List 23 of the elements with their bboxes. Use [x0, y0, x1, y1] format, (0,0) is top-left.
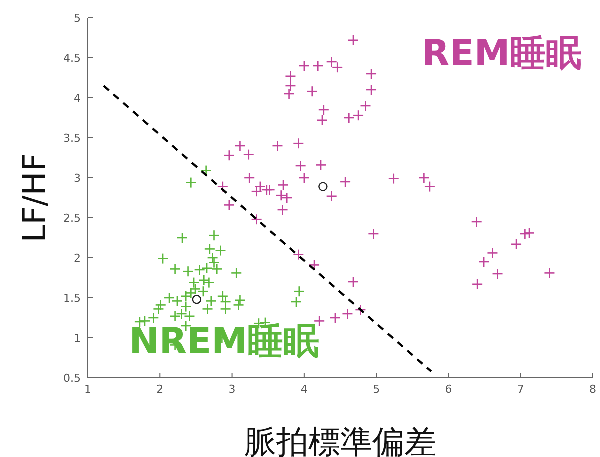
series-label: NREM睡眠 — [129, 320, 320, 364]
y-tick-label: 4.5 — [64, 52, 81, 65]
y-tick-label: 3 — [74, 172, 81, 185]
x-tick-label: 5 — [373, 382, 380, 396]
y-tick-label: 5 — [74, 12, 81, 25]
y-tick-label: 2 — [74, 252, 81, 265]
y-tick-label: 0.5 — [64, 372, 81, 385]
y-axis-title: LF/HF — [15, 153, 54, 243]
point — [192, 295, 202, 304]
y-tick-label: 4 — [74, 92, 81, 105]
y-tick-label: 1 — [74, 332, 81, 345]
x-tick-label: 3 — [228, 382, 236, 396]
y-tick-label: 2.5 — [64, 212, 81, 225]
y-tick-label: 1.5 — [64, 292, 81, 305]
x-tick-label: 1 — [84, 382, 92, 396]
x-tick-label: 8 — [590, 382, 596, 396]
x-tick-label: 7 — [517, 382, 524, 396]
y-tick-label: 3.5 — [64, 132, 81, 145]
point — [318, 182, 328, 192]
series-label: REM睡眠 — [422, 32, 582, 76]
x-tick-label: 6 — [445, 382, 452, 396]
x-tick-label: 4 — [300, 382, 308, 396]
x-tick-label: 2 — [156, 382, 164, 396]
